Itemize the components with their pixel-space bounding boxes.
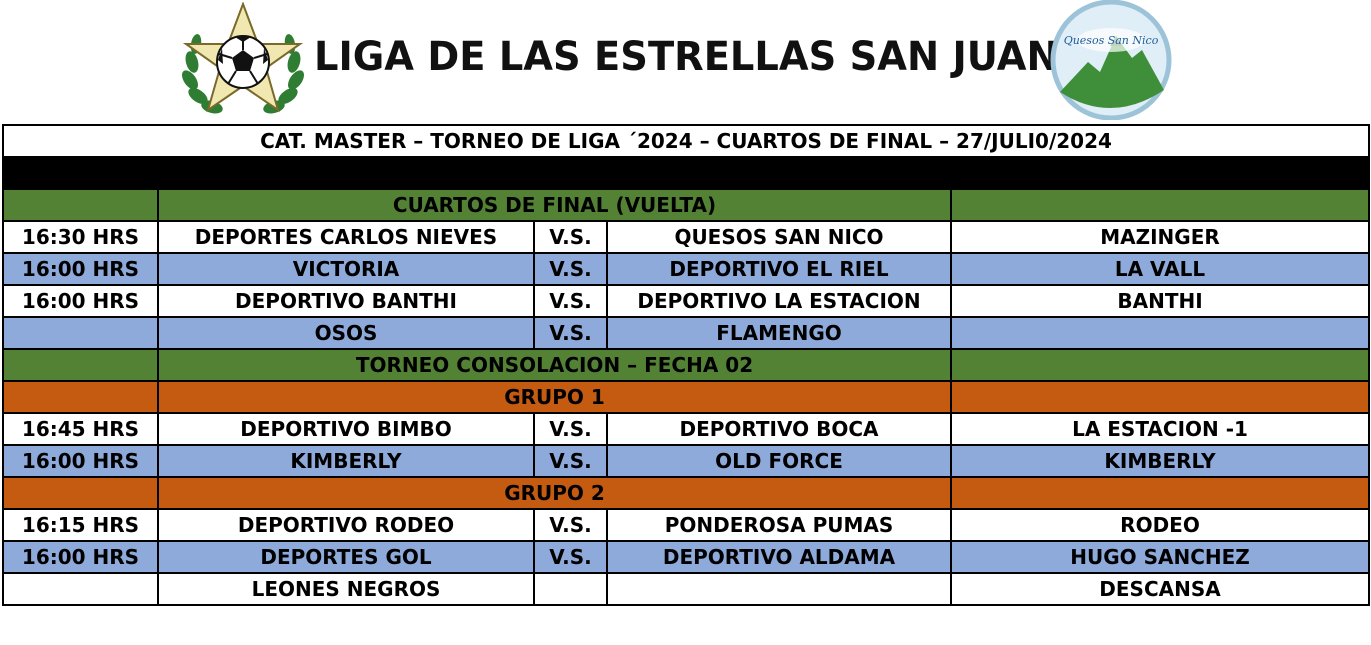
vs-label: V.S. [533, 412, 608, 446]
stage-label: TORNEO CONSOLACION – FECHA 02 [157, 348, 952, 382]
away-team: PONDEROSA PUMAS [606, 508, 952, 542]
group-label: GRUPO 2 [157, 476, 952, 510]
group-label: GRUPO 1 [157, 380, 952, 414]
schedule-table: CAT. MASTER – TORNEO DE LIGA ´2024 – CUA… [1, 124, 1371, 606]
table-title: CAT. MASTER – TORNEO DE LIGA ´2024 – CUA… [1, 124, 1371, 158]
home-team: VICTORIA [157, 252, 535, 286]
column-header-horario: HORARIO [2, 156, 159, 190]
match-row: LEONES NEGROS DESCANSA [2, 572, 1371, 606]
home-team: OSOS [157, 316, 535, 350]
match-field: BANTHI [949, 284, 1371, 318]
home-team: KIMBERLY [157, 444, 535, 478]
vs-label [533, 572, 608, 606]
group-row-spacer-left [2, 380, 159, 414]
quesos-logo-text: Quesos San Nico [1064, 34, 1159, 47]
stage-row-spacer-right [949, 348, 1371, 382]
match-time: 16:00 HRS [2, 252, 159, 286]
match-field [949, 316, 1371, 350]
vs-label: V.S. [533, 284, 608, 318]
away-team: FLAMENGO [606, 316, 952, 350]
vs-label: V.S. [533, 444, 608, 478]
match-time: 16:00 HRS [2, 540, 159, 574]
match-row: OSOS V.S. FLAMENGO [2, 316, 1371, 350]
match-row: 16:00 HRS KIMBERLY V.S. OLD FORCE KIMBERLY [2, 444, 1371, 478]
vs-label: V.S. [533, 252, 608, 286]
group-row-spacer-left [2, 476, 159, 510]
vs-label: V.S. [533, 220, 608, 254]
stage-row: TORNEO CONSOLACION – FECHA 02 [2, 348, 1371, 382]
match-field: LA VALL [949, 252, 1371, 286]
vs-label: V.S. [533, 540, 608, 574]
page-header: LIGA DE LAS ESTRELLAS SAN JUAN Quesos Sa… [0, 0, 1371, 122]
match-time: 16:45 HRS [2, 412, 159, 446]
match-row: 16:15 HRS DEPORTIVO RODEO V.S. PONDEROSA PU… [2, 508, 1371, 542]
vs-label: V.S. [533, 508, 608, 542]
match-time: 16:00 HRS [2, 444, 159, 478]
home-team: DEPORTES GOL [157, 540, 535, 574]
home-team: DEPORTIVO BIMBO [157, 412, 535, 446]
match-time: 16:15 HRS [2, 508, 159, 542]
table-title-row: CAT. MASTER – TORNEO DE LIGA ´2024 – CUA… [1, 124, 1371, 158]
match-time: 16:00 HRS [2, 284, 159, 318]
column-header-vs: V.S. [533, 156, 608, 190]
match-field: HUGO SANCHEZ [949, 540, 1371, 574]
column-header-equipo-visitante: EQUIPO [606, 156, 952, 190]
home-team: LEONES NEGROS [157, 572, 535, 606]
league-title: LIGA DE LAS ESTRELLAS SAN JUAN [314, 34, 1059, 80]
match-row: 16:00 HRS DEPORTIVO BANTHI V.S. DEPORTIVO L… [2, 284, 1371, 318]
match-field: LA ESTACION -1 [949, 412, 1371, 446]
match-row: 16:00 HRS VICTORIA V.S. DEPORTIVO EL RIEL LA… [2, 252, 1371, 286]
column-header-equipo-local: EQUIPO [157, 156, 535, 190]
home-team: DEPORTIVO RODEO [157, 508, 535, 542]
stage-row-spacer-right [949, 188, 1371, 222]
match-field: MAZINGER [949, 220, 1371, 254]
match-time [2, 572, 159, 606]
column-header-campo: CAMPO [949, 156, 1371, 190]
group-row-spacer-right [949, 380, 1371, 414]
stage-row-spacer-left [2, 188, 159, 222]
group-row: GRUPO 2 [2, 476, 1371, 510]
match-time: 16:30 HRS [2, 220, 159, 254]
away-team: OLD FORCE [606, 444, 952, 478]
away-team [606, 572, 952, 606]
league-star-ball-logo [182, 2, 304, 114]
match-time [2, 316, 159, 350]
home-team: DEPORTES CARLOS NIEVES [157, 220, 535, 254]
stage-row: CUARTOS DE FINAL (VUELTA) [2, 188, 1371, 222]
home-team: DEPORTIVO BANTHI [157, 284, 535, 318]
vs-label: V.S. [533, 316, 608, 350]
quesos-san-nico-logo: Quesos San Nico [1050, 0, 1172, 120]
match-field: KIMBERLY [949, 444, 1371, 478]
away-team: DEPORTIVO LA ESTACION [606, 284, 952, 318]
away-team: QUESOS SAN NICO [606, 220, 952, 254]
stage-row-spacer-left [2, 348, 159, 382]
away-team: DEPORTIVO EL RIEL [606, 252, 952, 286]
group-row-spacer-right [949, 476, 1371, 510]
group-row: GRUPO 1 [2, 380, 1371, 414]
away-team: DEPORTIVO BOCA [606, 412, 952, 446]
stage-label: CUARTOS DE FINAL (VUELTA) [157, 188, 952, 222]
away-team: DEPORTIVO ALDAMA [606, 540, 952, 574]
match-row: 16:45 HRS DEPORTIVO BIMBO V.S. DEPORTIVO BO… [2, 412, 1371, 446]
match-field: RODEO [949, 508, 1371, 542]
match-row: 16:00 HRS DEPORTES GOL V.S. DEPORTIVO ALDAM… [2, 540, 1371, 574]
column-header-row: HORARIO EQUIPO V.S. EQUIPO CAMPO [2, 156, 1371, 190]
match-row: 16:30 HRS DEPORTES CARLOS NIEVES V.S. QUESO… [2, 220, 1371, 254]
match-field: DESCANSA [949, 572, 1371, 606]
